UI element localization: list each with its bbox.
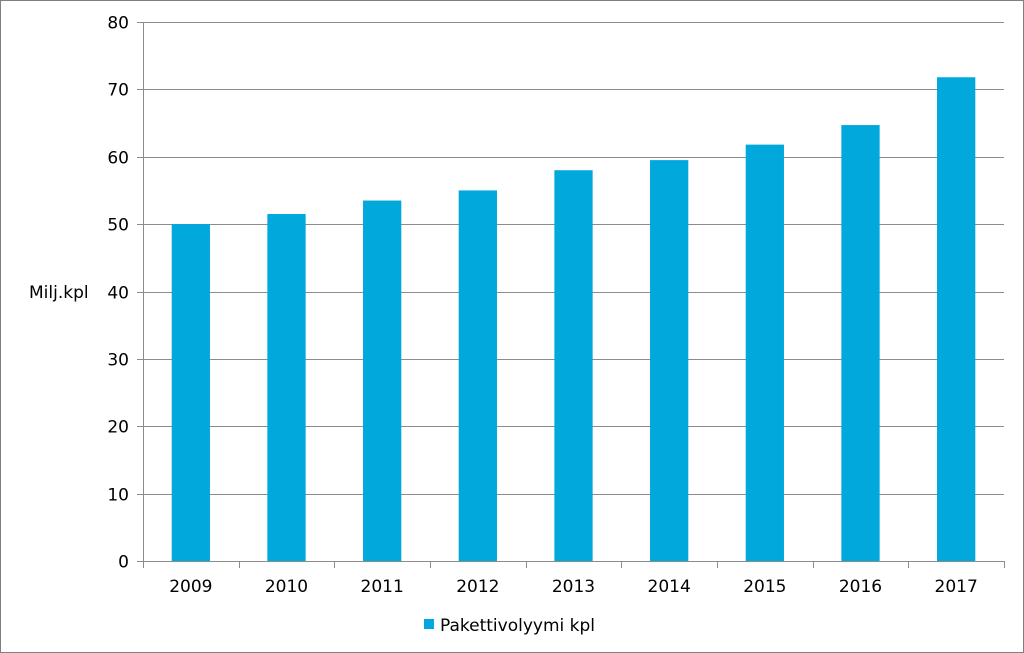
x-tick-label: 2017 (935, 577, 978, 597)
y-tick-label: 20 (107, 418, 129, 438)
x-tick-label: 2014 (648, 577, 691, 597)
y-tick-label: 30 (107, 351, 129, 371)
axes (137, 22, 1005, 568)
x-tick-label: 2010 (265, 577, 308, 597)
legend-label: Pakettivolyymi kpl (440, 616, 595, 636)
x-tick-label: 2009 (169, 577, 212, 597)
x-tick-label: 2016 (839, 577, 882, 597)
y-tick-label: 40 (107, 284, 129, 304)
bar (458, 190, 497, 561)
bar (745, 144, 784, 561)
bar (554, 170, 593, 562)
bar (937, 77, 976, 561)
y-tick-label: 70 (107, 81, 129, 101)
y-tick-label: 50 (107, 216, 129, 236)
y-tick-label: 10 (107, 486, 129, 506)
y-axis-title: Milj.kpl (29, 283, 89, 303)
legend-swatch (424, 619, 434, 629)
x-tick-label: 2015 (743, 577, 786, 597)
x-tick-label: 2011 (361, 577, 404, 597)
y-tick-labels: 0 10 20 30 40 50 60 70 80 (107, 14, 129, 573)
bar (841, 125, 880, 561)
bar (267, 214, 306, 561)
legend: Pakettivolyymi kpl (424, 616, 595, 636)
bar (363, 200, 402, 562)
y-tick-label: 0 (118, 553, 129, 573)
bars (171, 77, 976, 562)
y-tick-label: 80 (107, 14, 129, 34)
x-tick-label: 2013 (552, 577, 595, 597)
y-tick-label: 60 (107, 149, 129, 169)
bar (171, 224, 210, 562)
bar (650, 160, 689, 561)
x-tick-label: 2012 (456, 577, 499, 597)
x-tick-labels: 2009 2010 2011 2012 2013 2014 2015 2016 2017 (169, 577, 978, 597)
